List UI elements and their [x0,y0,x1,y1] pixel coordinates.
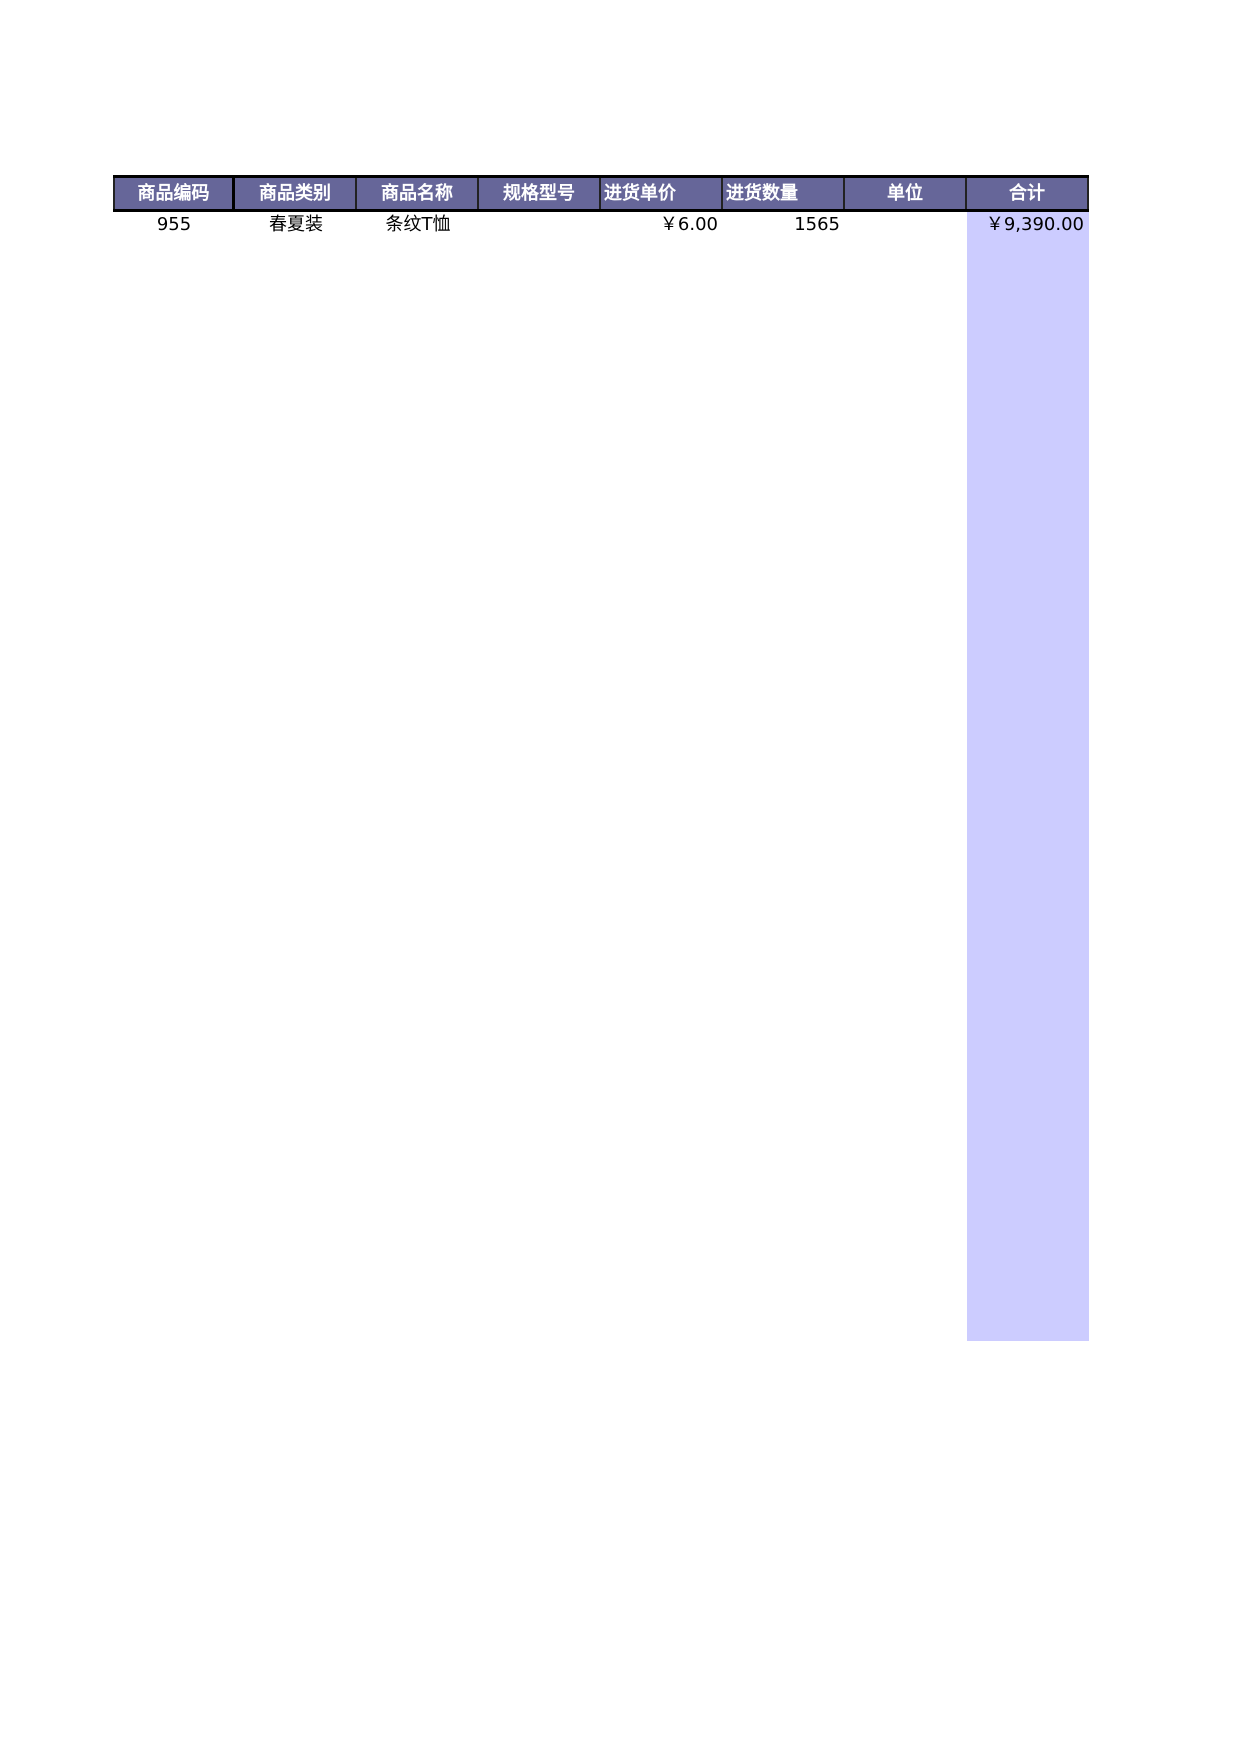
header-cell: 单位 [845,178,967,209]
cell-unit[interactable] [845,212,967,238]
header-cell: 商品名称 [357,178,479,209]
total-column-highlight [967,211,1089,1341]
header-cell: 规格型号 [479,178,601,209]
cell-quantity[interactable]: 1565 [794,214,840,235]
cell-unit-price[interactable]: ￥6.00 [659,214,718,235]
cell-name[interactable]: 条纹T恤 [385,214,451,235]
header-cell: 商品编码 [113,178,235,209]
header-cell: 进货数量 [723,178,845,209]
cell-total[interactable]: ￥9,390.00 [985,214,1084,235]
header-cell: 合计 [967,178,1089,209]
table-header: 商品编码 商品类别 商品名称 规格型号 进货单价 进货数量 单位 合计 [113,175,1089,212]
header-cell: 商品类别 [235,178,357,209]
cell-category[interactable]: 春夏装 [269,214,323,235]
table-row: 955 春夏装 条纹T恤 ￥6.00 1565 ￥9,390.00 [113,212,1089,238]
header-cell: 进货单价 [601,178,723,209]
purchase-table: 商品编码 商品类别 商品名称 规格型号 进货单价 进货数量 单位 合计 955 … [113,175,1089,238]
cell-code[interactable]: 955 [156,214,192,235]
cell-spec[interactable] [479,212,601,238]
